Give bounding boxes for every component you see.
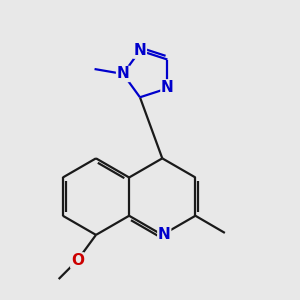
Text: O: O — [71, 253, 84, 268]
Text: N: N — [158, 227, 171, 242]
Text: N: N — [161, 80, 174, 95]
Text: N: N — [117, 66, 129, 81]
Text: N: N — [134, 43, 146, 58]
